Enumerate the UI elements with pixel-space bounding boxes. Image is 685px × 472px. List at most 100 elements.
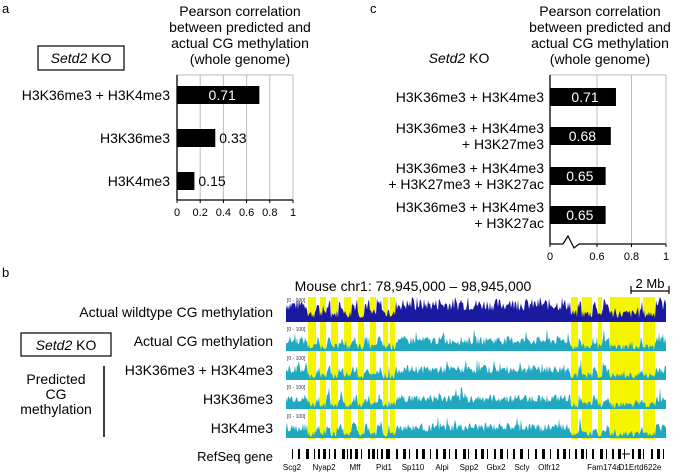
chart-title-line: (whole genome) <box>190 51 290 67</box>
gene-bar <box>342 449 345 459</box>
track-range-label: [0 - 100] <box>287 327 306 333</box>
bar <box>550 88 616 106</box>
axis-break <box>562 234 580 249</box>
x-tick-label: 0 <box>174 207 180 219</box>
gene-names: Scg2 Nyap2 Mff Pid1 Sp110 Alpi Spp2 Gbx2 Scly Olf… <box>283 463 662 472</box>
panel-letter-a: a <box>2 1 10 16</box>
x-tick-label: 0 <box>547 251 553 263</box>
gene-bar <box>422 449 425 459</box>
scale-bar: 2 Mb <box>630 276 670 294</box>
highlight-region <box>598 297 602 439</box>
highlight-region <box>331 297 338 439</box>
signal-track <box>286 358 666 380</box>
gene-bar <box>513 449 515 459</box>
chart-title-line: actual CG methylation <box>531 35 669 51</box>
gene-bar <box>361 449 362 459</box>
gene-bar <box>586 449 587 459</box>
signal-track <box>286 297 666 322</box>
gene-bar <box>306 449 309 459</box>
highlight-region <box>308 297 316 439</box>
setd2-ko-box-frame <box>20 332 112 357</box>
category-label: H3K36me3 + H3K4me3 <box>396 89 544 105</box>
gene-bar <box>409 449 410 459</box>
scale-bar-label: 2 Mb <box>636 276 665 291</box>
bar-value-label: 0.68 <box>569 128 596 144</box>
gene-bar <box>443 449 446 459</box>
gene-bar <box>528 449 529 459</box>
chart-title-line: (whole genome) <box>550 51 650 67</box>
highlight-region <box>383 297 388 439</box>
bar-plot-area: 0 0.6 0.8 1 0.71 H3K36me3 + H3K4me3 0.68 H3K36m… <box>388 74 669 263</box>
signal-track <box>286 416 666 438</box>
category-label: + H3K27me3 + H3K27ac <box>388 176 544 192</box>
gene-bar <box>468 449 469 459</box>
gene-bar <box>638 449 641 459</box>
setd2-ko-label: Setd2 KO <box>429 50 490 66</box>
gene-name: Scg2 <box>283 463 302 472</box>
gene-bar <box>355 449 358 459</box>
x-tick-label: 1 <box>663 251 669 263</box>
panel-b-genome-browser: Mouse chr1: 78,945,000 – 98,945,000 2 Mb… <box>20 276 670 472</box>
bar-value-label: 0.65 <box>566 168 593 184</box>
gene-bar <box>314 449 315 459</box>
gene-bar <box>475 449 477 459</box>
x-tick-label: 0.8 <box>262 207 277 219</box>
gene-bar <box>403 449 406 459</box>
gene-name: Spp2 <box>460 463 479 472</box>
refseq-label: RefSeq gene <box>197 449 273 464</box>
gene-bar <box>507 449 508 459</box>
gene-bar <box>368 449 370 459</box>
chart-title-line: Pearson correlation <box>179 3 300 19</box>
signal-track <box>286 328 666 351</box>
gene-bar <box>347 449 348 459</box>
setd2-ko-box: Setd2 KO <box>20 332 112 357</box>
gene-bar <box>292 449 293 459</box>
gene-bar <box>569 449 570 459</box>
category-label: H3K36me3 + H3K4me3 <box>22 87 170 103</box>
chart-title-line: actual CG methylation <box>171 35 309 51</box>
setd2-ko-box: Setd2 KO <box>37 45 125 71</box>
track-label: Actual CG methylation <box>134 333 273 349</box>
gene-bar <box>377 449 378 459</box>
track-label: H3K36me3 + H3K4me3 <box>125 362 273 378</box>
gene-bar <box>298 449 300 459</box>
gene-bar <box>381 449 383 459</box>
bar <box>550 206 606 224</box>
gene-bar <box>600 449 603 459</box>
x-tick-label: 0.6 <box>239 207 254 219</box>
gene-bar <box>563 449 566 459</box>
gene-bar <box>372 449 375 459</box>
highlight-region <box>320 297 326 439</box>
gene-bar <box>663 449 664 459</box>
gene-name: Nyap2 <box>312 463 336 472</box>
signal-track <box>286 386 666 409</box>
gene-bar <box>494 449 496 459</box>
bar <box>177 86 260 104</box>
track-range-label: [0 - 100] <box>287 356 306 362</box>
category-label: H3K4me3 <box>108 173 170 189</box>
gene-name: Sp110 <box>402 463 425 472</box>
x-tick-label: 1 <box>290 207 296 219</box>
gene-bar <box>455 449 457 459</box>
gene-bar <box>350 449 352 459</box>
gene-bar <box>550 449 551 459</box>
gene-name: Gbx2 <box>486 463 506 472</box>
gene-bar <box>592 449 594 459</box>
panel-letter-c: c <box>370 1 377 16</box>
highlight-region <box>582 297 592 439</box>
bar <box>550 167 606 185</box>
x-tick-label: 0.8 <box>624 251 639 263</box>
gene-bar <box>500 449 503 459</box>
gene-bar <box>334 449 336 459</box>
track-label: H3K36me3 <box>203 391 273 407</box>
category-label: + H3K27me3 <box>462 136 544 152</box>
bar-value-label: 0.15 <box>198 173 225 189</box>
gene-bar <box>657 449 660 459</box>
gene-bar <box>542 449 545 459</box>
track-range-label: [0 - 100] <box>287 414 306 420</box>
x-tick-label: 0.6 <box>589 251 604 263</box>
